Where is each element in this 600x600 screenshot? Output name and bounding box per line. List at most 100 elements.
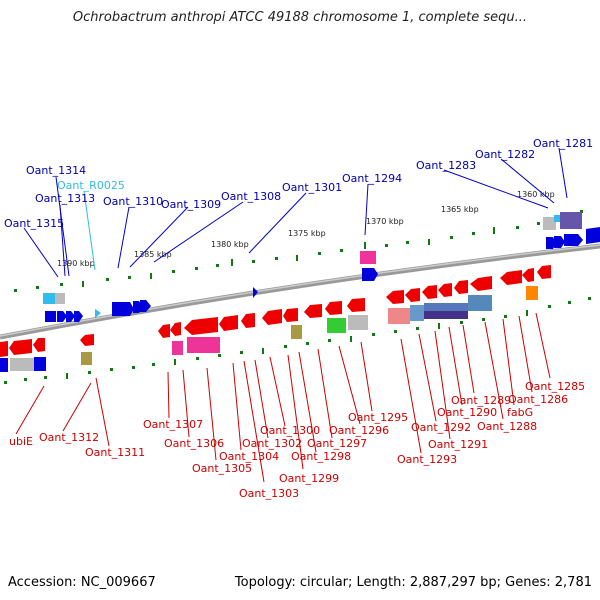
gene-box[interactable] [348,315,368,330]
gene-arrow[interactable] [347,298,365,312]
gene-arrow[interactable] [438,283,452,297]
gene-arrow[interactable] [283,308,298,322]
gene-box[interactable] [554,215,562,222]
gene-arrow[interactable] [184,317,218,335]
gene-label-oant-r0025[interactable]: Oant_R0025 [57,179,125,192]
gene-arrow[interactable] [219,315,238,331]
tick-label-1360: 1360 kbp [517,190,555,199]
gene-arrow[interactable] [537,265,551,279]
gene-arrow[interactable] [45,311,56,322]
gene-box[interactable] [468,295,492,311]
gene-box[interactable] [543,217,556,230]
gene-label-oant-1310[interactable]: Oant_1310 [103,195,163,208]
gene-label-oant-1307[interactable]: Oant_1307 [143,418,203,431]
gene-label-oant-1293[interactable]: Oant_1293 [397,453,457,466]
gene-label-oant-1283[interactable]: Oant_1283 [416,159,476,172]
gene-label-oant-1315[interactable]: Oant_1315 [4,217,64,230]
gene-arrow[interactable] [80,334,94,346]
gene-label-oant-1311[interactable]: Oant_1311 [85,446,145,459]
gene-box[interactable] [360,251,376,264]
tick-label-1370: 1370 kbp [366,217,404,226]
gene-box[interactable] [388,308,410,324]
gene-label-oant-1290[interactable]: Oant_1290 [437,406,497,419]
gene-arrow[interactable] [0,341,8,357]
gene-arrow[interactable] [140,300,151,312]
gene-arrow[interactable] [262,309,282,325]
gene-label-oant-1312[interactable]: Oant_1312 [39,431,99,444]
gene-label-oant-1299[interactable]: Oant_1299 [279,472,339,485]
gene-label-oant-1292[interactable]: Oant_1292 [411,421,471,434]
gene-arrow[interactable] [253,287,258,298]
gene-label-oant-1314[interactable]: Oant_1314 [26,164,86,177]
gene-arrow[interactable] [112,302,134,316]
gene-label-oant-1298[interactable]: Oant_1298 [291,450,351,463]
forward-genes[interactable] [43,212,600,322]
gene-label-oant-1313[interactable]: Oant_1313 [35,192,95,205]
gene-arrow[interactable] [405,288,420,302]
gene-label-oant-1288[interactable]: Oant_1288 [477,420,537,433]
gene-label-oant-1300[interactable]: Oant_1300 [260,424,320,437]
gene-box[interactable] [560,212,582,229]
gene-box[interactable] [172,341,183,355]
gene-label-oant-1308[interactable]: Oant_1308 [221,190,281,203]
gene-box[interactable] [55,293,65,304]
accession-text: Accession: NC_009667 [8,575,156,590]
gene-arrow[interactable] [241,313,255,328]
gene-arrow[interactable] [158,324,170,338]
gene-arrow[interactable] [470,276,492,291]
gene-label-oant-1296[interactable]: Oant_1296 [329,424,389,437]
gene-label-oant-1302[interactable]: Oant_1302 [242,437,302,450]
gene-box[interactable] [327,318,346,333]
gene-label-oant-1294[interactable]: Oant_1294 [342,172,402,185]
gene-box[interactable] [43,293,55,304]
gene-arrow[interactable] [170,322,181,336]
gene-box[interactable] [526,286,538,300]
gene-label-oant-1301[interactable]: Oant_1301 [282,181,342,194]
gene-arrow[interactable] [9,339,32,355]
gene-arrow[interactable] [33,338,45,352]
upper-ruler [14,210,583,292]
gene-box[interactable] [187,337,220,353]
gene-label-oant-1289[interactable]: Oant_1289 [451,394,511,407]
gene-label-oant-1297[interactable]: Oant_1297 [307,437,367,450]
gene-box[interactable] [34,357,46,371]
gene-label-oant-1305[interactable]: Oant_1305 [192,462,252,475]
gene-box[interactable] [0,358,8,372]
gene-box[interactable] [81,352,92,365]
gene-box[interactable] [424,311,468,319]
gene-box[interactable] [410,305,424,321]
gene-arrow[interactable] [500,270,522,285]
gene-arrow[interactable] [57,311,67,322]
gene-arrow[interactable] [586,227,600,244]
gene-arrow[interactable] [546,237,556,249]
gene-arrow[interactable] [564,234,583,246]
gene-arrow[interactable] [386,290,404,304]
gene-label-oant-1281[interactable]: Oant_1281 [533,137,593,150]
gene-arrow[interactable] [454,280,468,294]
rna-gene-arrow[interactable] [95,309,101,318]
gene-arrow[interactable] [74,311,83,322]
gene-label-oant-1286[interactable]: Oant_1286 [508,393,568,406]
gene-label-oant-1303[interactable]: Oant_1303 [239,487,299,500]
gene-label-oant-1291[interactable]: Oant_1291 [428,438,488,451]
gene-label-oant-1306[interactable]: Oant_1306 [164,437,224,450]
gene-box[interactable] [291,325,302,339]
gene-arrow[interactable] [522,268,534,282]
gene-arrow[interactable] [422,285,437,299]
gene-label-oant-1295[interactable]: Oant_1295 [348,411,408,424]
gene-label-oant-1285[interactable]: Oant_1285 [525,380,585,393]
gene-label-oant-1282[interactable]: Oant_1282 [475,148,535,161]
gene-label-ubie[interactable]: ubiE [9,435,33,448]
gene-label-fabg[interactable]: fabG [507,406,533,419]
gene-box[interactable] [10,358,34,371]
tick-label-1365: 1365 kbp [441,205,479,214]
gene-arrow[interactable] [325,301,342,315]
gene-arrow[interactable] [554,236,565,248]
reverse-genes[interactable] [0,265,551,372]
gene-arrow[interactable] [304,304,322,318]
gene-arrow[interactable] [66,311,75,322]
gene-arrow[interactable] [362,268,378,281]
gene-label-oant-1309[interactable]: Oant_1309 [161,198,221,211]
gene-label-oant-1304[interactable]: Oant_1304 [219,450,279,463]
